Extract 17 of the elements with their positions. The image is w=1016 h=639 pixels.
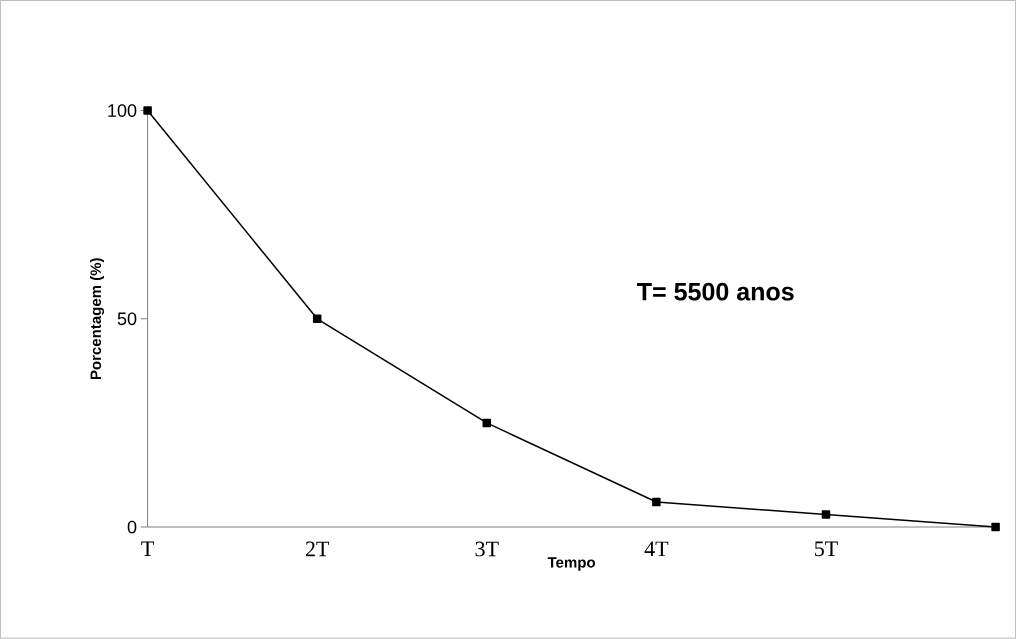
y-tick-label: 100	[108, 104, 137, 118]
point	[312, 314, 322, 324]
point	[821, 510, 831, 519]
point	[143, 106, 152, 115]
x-axis-title: Tempo	[547, 557, 596, 571]
annotation: T= 5500 anos	[637, 283, 794, 301]
y-axis-title: Porcentagem (%)	[90, 258, 105, 380]
point	[991, 522, 1000, 532]
y-tick-label: 50	[117, 312, 137, 326]
x-tick-label: T	[141, 541, 154, 557]
point	[652, 497, 661, 507]
x-tick-label: 4T	[644, 541, 669, 557]
x-tick-label: 2T	[305, 541, 330, 557]
x-tick-label: 3T	[475, 541, 499, 557]
x-tick-label: 5T	[815, 541, 838, 557]
y-tick-label: 0	[127, 520, 137, 534]
point	[482, 418, 492, 428]
